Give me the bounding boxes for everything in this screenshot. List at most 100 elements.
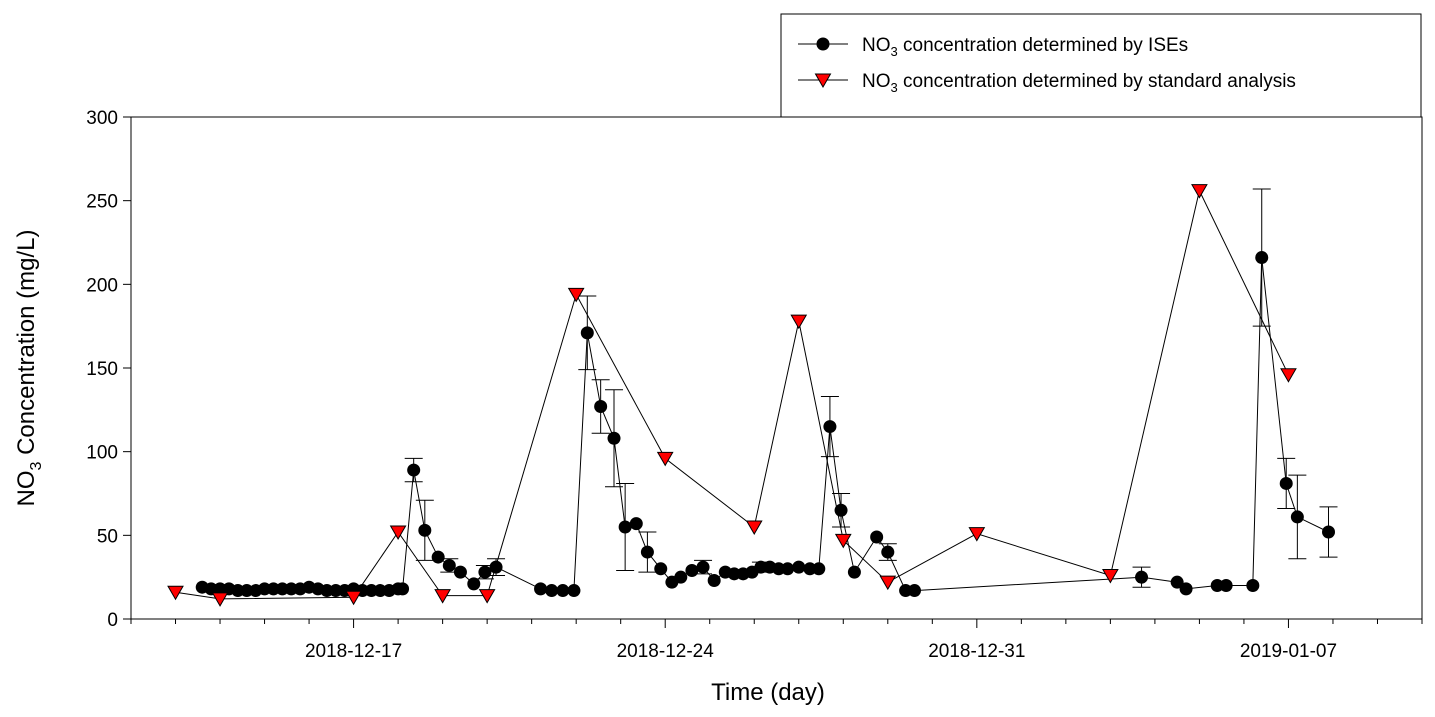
data-point [478, 565, 492, 579]
y-tick-label: 50 [97, 526, 118, 547]
data-point [685, 563, 699, 577]
data-point [284, 582, 298, 596]
legend-label-standard: NO3 concentration determined by standard… [862, 71, 1296, 95]
x-tick-label: 2018-12-17 [305, 641, 402, 662]
y-tick-label: 0 [107, 610, 118, 631]
legend-label-standard-sub: 3 [891, 80, 898, 95]
data-point [879, 575, 897, 591]
data-point [640, 545, 654, 559]
x-tick-label: 2019-01-07 [1240, 641, 1337, 662]
data-point [870, 530, 884, 544]
data-point [320, 584, 334, 598]
data-point [823, 420, 837, 434]
data-point [431, 550, 445, 564]
legend-label-ise-rest: concentration determined by ISEs [898, 35, 1188, 56]
data-point [674, 570, 688, 584]
data-point [1246, 579, 1260, 593]
legend-label-ise: NO3 concentration determined by ISEs [862, 35, 1188, 59]
data-point [345, 590, 362, 606]
data-point [654, 562, 668, 576]
series-standard [167, 184, 1297, 607]
series-line [175, 189, 1289, 600]
data-point [258, 582, 272, 596]
legend-marker-ise [816, 37, 830, 51]
data-point [1255, 251, 1269, 265]
data-point [1290, 510, 1304, 524]
data-point [213, 582, 227, 596]
data-point [373, 584, 387, 598]
data-point [211, 592, 229, 607]
y-tick-label: 200 [86, 275, 118, 296]
data-point [580, 326, 594, 340]
data-point [696, 560, 710, 574]
y-axis-title-rest: Concentration (mg/L) [13, 229, 40, 461]
data-point [1179, 582, 1193, 596]
x-tick-label: 2018-12-31 [928, 641, 1025, 662]
data-point [442, 558, 456, 572]
data-point [407, 463, 421, 477]
data-point [772, 562, 786, 576]
legend: NO3 concentration determined by ISEs NO3… [780, 13, 1422, 118]
data-point [1170, 575, 1184, 589]
y-axis: 0 50 100 150 200 250 300 [86, 108, 131, 631]
data-point [847, 565, 861, 579]
data-point [556, 584, 570, 598]
data-point [478, 589, 496, 604]
data-point [389, 525, 407, 540]
data-point [1135, 570, 1149, 584]
series-layer [167, 184, 1338, 607]
x-axis-title: Time (day) [711, 679, 825, 706]
data-point [745, 520, 763, 535]
data-point [1322, 525, 1336, 539]
data-point [1219, 579, 1233, 593]
legend-label-ise-main: NO [862, 35, 891, 56]
x-axis: 2018-12-17 2018-12-24 2018-12-31 2019-01-07 [130, 619, 1423, 662]
data-point [567, 287, 585, 303]
data-point [908, 584, 922, 598]
data-point [607, 431, 621, 445]
data-point [792, 560, 806, 574]
data-point [790, 314, 808, 330]
y-tick-label: 100 [86, 443, 118, 464]
data-point [453, 565, 467, 579]
data-point [1210, 579, 1224, 593]
data-point [656, 451, 674, 467]
data-point [364, 584, 378, 598]
data-point [467, 577, 481, 591]
data-point [1102, 568, 1119, 584]
y-tick-label: 150 [86, 359, 118, 380]
data-point [834, 533, 852, 549]
data-point [418, 523, 432, 537]
legend-label-standard-main: NO [862, 71, 891, 92]
data-point [534, 582, 548, 596]
data-point [803, 562, 817, 576]
data-point [567, 584, 581, 598]
data-point [396, 582, 410, 596]
plot-frame [130, 116, 1423, 620]
data-point [881, 545, 895, 559]
legend-box [780, 13, 1422, 118]
data-point [231, 584, 245, 598]
data-point [1280, 368, 1297, 383]
data-point [1191, 184, 1208, 199]
data-point [629, 517, 643, 531]
data-point [545, 584, 559, 598]
data-point [275, 582, 289, 596]
series-ise [195, 188, 1338, 598]
legend-label-ise-sub: 3 [891, 44, 898, 59]
series-line [202, 257, 1329, 592]
data-point [167, 585, 184, 601]
x-tick-label: 2018-12-24 [617, 641, 715, 662]
data-point [727, 567, 741, 581]
data-point [266, 582, 280, 596]
data-point [968, 527, 986, 542]
data-point [812, 562, 826, 576]
data-point [781, 562, 795, 576]
data-point [204, 582, 218, 596]
plot-area [130, 116, 1423, 620]
y-axis-title: NO3 Concentration (mg/L) [13, 229, 45, 506]
data-point [434, 589, 451, 604]
data-point [707, 574, 721, 588]
data-point [594, 399, 608, 413]
